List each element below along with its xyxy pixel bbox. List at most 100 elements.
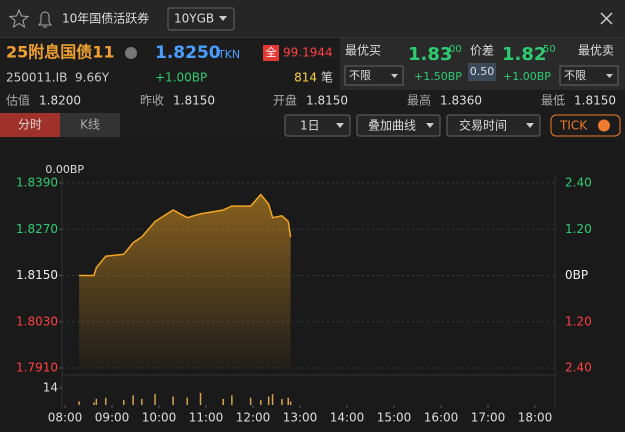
bid-sub: 00 <box>449 44 462 55</box>
stat-label: 最高 <box>407 93 431 108</box>
y2-tick-label: 2.40 <box>565 176 592 190</box>
code: 250011.IB <box>6 71 67 85</box>
y2-tick-label: 2.40 <box>565 361 592 375</box>
code-select-text: 10YGB <box>174 12 214 26</box>
volume-bar <box>199 392 202 405</box>
x-tick-label: 16:00 <box>424 411 459 425</box>
volume-bar <box>289 401 292 405</box>
top-bar <box>0 0 625 37</box>
x-tick-label: 11:00 <box>189 411 224 425</box>
change-label: 0.00BP <box>45 163 84 176</box>
y2-tick-label: 0BP <box>565 268 588 282</box>
y-tick-label: 1.8390 <box>16 176 58 190</box>
volume-bar <box>249 397 252 405</box>
ask-filter[interactable] <box>559 65 619 86</box>
volume-bar <box>271 394 274 405</box>
x-tick-label: 09:00 <box>95 411 130 425</box>
period: 1日 <box>300 119 320 133</box>
volume-bar <box>93 402 95 405</box>
bid-main: 1.83 <box>408 44 452 65</box>
bond-name: 25附息国债11 <box>6 43 115 62</box>
x-tick-label: 18:00 <box>518 411 553 425</box>
area <box>79 194 291 368</box>
y-tick-label: 1.8270 <box>16 222 58 236</box>
star-icon[interactable] <box>8 8 30 29</box>
x-tick-label: 12:00 <box>236 411 271 425</box>
y-tick-label: 1.7910 <box>16 361 58 375</box>
tab-active[interactable] <box>0 113 60 137</box>
stat-label: 昨收 <box>140 94 164 108</box>
tick: TICK <box>559 119 588 133</box>
overlay-select[interactable] <box>356 114 441 137</box>
stat-value: 1.8200 <box>39 94 81 108</box>
stat-value: 1.8360 <box>440 94 482 108</box>
volume-bar <box>123 400 125 405</box>
volume-bar <box>154 394 156 405</box>
stat-label: 最低 <box>541 94 565 108</box>
full-tag-box <box>263 45 279 61</box>
full-tag: 全 <box>266 45 277 59</box>
ask-change: +1.00BP <box>503 70 551 83</box>
x-tick-label: 17:00 <box>471 411 506 425</box>
ask-sub: 50 <box>543 44 556 55</box>
title: 10年国债活跃券 <box>62 11 149 26</box>
volume-bar <box>141 398 143 405</box>
overlay: 叠加曲线 <box>368 119 416 133</box>
bid-filter-text: 不限 <box>349 69 371 82</box>
y2-tick-label: 1.20 <box>565 222 592 236</box>
caret <box>336 123 344 128</box>
spread: 0.50 <box>470 65 495 78</box>
bid-filter[interactable] <box>344 65 404 86</box>
tab: K线 <box>80 118 100 132</box>
full-price: 99.1944 <box>283 46 333 60</box>
stat-value: 1.8150 <box>173 94 215 108</box>
caret <box>391 74 398 78</box>
caret <box>219 16 227 21</box>
volume-bar <box>172 396 174 405</box>
period-select[interactable] <box>284 114 351 137</box>
volume-bar <box>281 398 283 405</box>
volume-tick-label: 14 <box>43 381 58 395</box>
stat-label: 估值 <box>6 93 30 108</box>
bid-change: +1.50BP <box>414 70 462 83</box>
spread-box <box>468 63 496 81</box>
bid-label: 最优买 <box>345 44 381 58</box>
x-tick-label: 13:00 <box>283 411 318 425</box>
toggle-dot <box>598 119 610 132</box>
term: 9.66Y <box>75 71 110 85</box>
tab: 分时 <box>18 118 42 132</box>
change: +1.00BP <box>155 71 207 85</box>
code-select[interactable] <box>167 7 235 31</box>
bell-icon[interactable] <box>38 11 52 28</box>
ask-filter-text: 不限 <box>564 69 586 82</box>
volume-bar <box>231 395 233 405</box>
volume-bar <box>104 397 107 405</box>
y-tick-label: 1.8030 <box>16 314 58 328</box>
volume-bar <box>95 398 98 405</box>
stat-label: 开盘 <box>273 93 297 108</box>
x-tick-label: 15:00 <box>377 411 412 425</box>
volume-bar <box>287 397 289 405</box>
tick-toggle[interactable] <box>550 114 621 137</box>
volume-bar <box>78 401 80 405</box>
spread-label: 价差 <box>470 44 494 58</box>
ask-main: 1.82 <box>502 44 546 65</box>
stat-value: 1.8150 <box>574 94 616 108</box>
trades-unit: 笔 <box>321 70 333 85</box>
caret <box>526 123 534 128</box>
ask-label: 最优卖 <box>578 44 614 58</box>
volume-bar <box>267 396 270 405</box>
x-tick-label: 10:00 <box>142 411 177 425</box>
tab[interactable] <box>60 113 120 137</box>
price-line <box>79 193 292 277</box>
volume-bar <box>132 395 134 405</box>
y2-tick-label: 1.20 <box>565 314 592 328</box>
volume-bar <box>222 398 224 405</box>
info-icon[interactable] <box>125 47 137 59</box>
caret <box>426 123 434 128</box>
session-select[interactable] <box>446 114 541 137</box>
close[interactable] <box>600 12 613 25</box>
stat-value: 1.8150 <box>306 94 348 108</box>
